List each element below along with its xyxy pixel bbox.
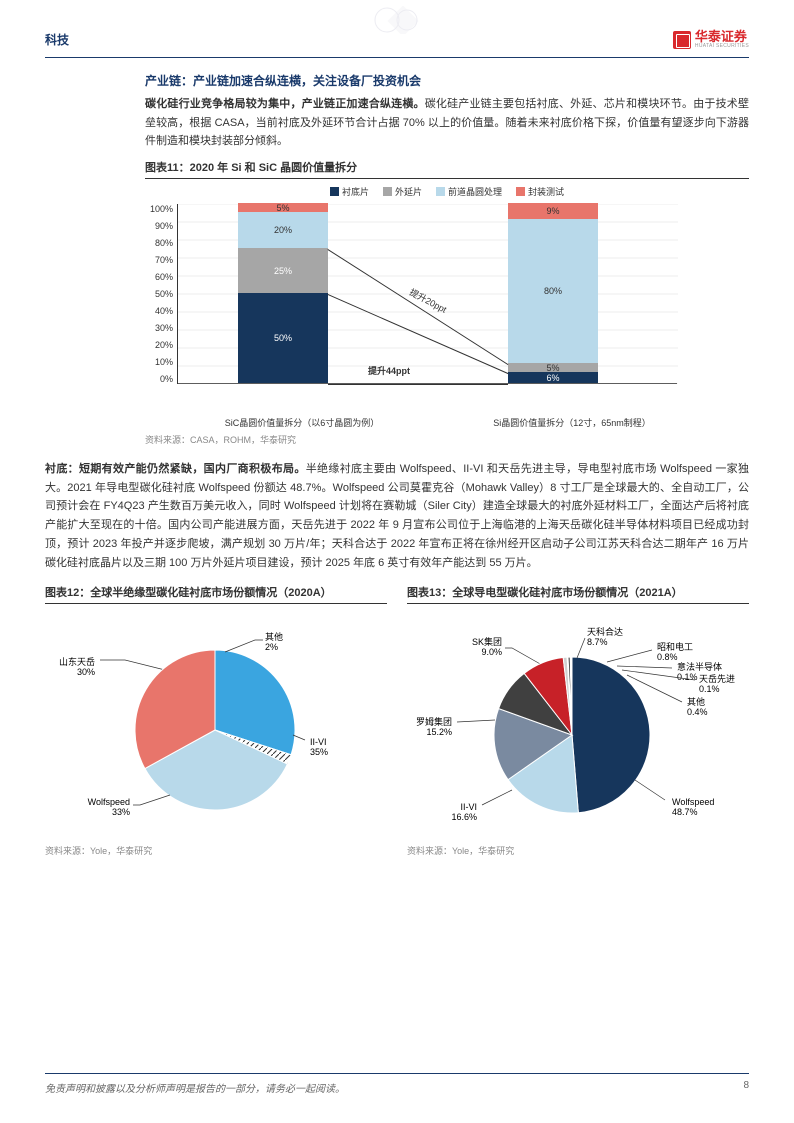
fig13-title: 图表13：全球导电型碳化硅衬底市场份额情况（2021A） — [407, 584, 749, 604]
fig11-plot: 50%25%20%5%6%5%80%9%提升44ppt提升20ppt — [177, 204, 677, 384]
footer-disclaimer: 免责声明和披露以及分析师声明是报告的一部分，请务必一起阅读。 — [45, 1080, 345, 1095]
pie-label: SK集团9.0% — [472, 636, 502, 657]
bar-group: 50%25%20%5% — [238, 203, 328, 383]
legend-item: 外延片 — [383, 185, 422, 198]
fig11-chart: 100%90%80%70%60%50%40%30%20%10%0% 50%25%… — [145, 204, 749, 414]
pie-label: II-VI35% — [310, 737, 328, 757]
bar-segment: 20% — [238, 212, 328, 248]
page-header: 科技 华泰证券 HUATAI SECURITIES — [45, 30, 749, 58]
section-title-1: 产业链：产业链加速合纵连横，关注设备厂投资机会 — [145, 72, 749, 89]
bar-group: 6%5%80%9% — [508, 203, 598, 383]
bar-segment: 80% — [508, 219, 598, 363]
fig12-source: 资料来源：Yole，华泰研究 — [45, 844, 387, 857]
fig11-yaxis: 100%90%80%70%60%50%40%30%20%10%0% — [145, 204, 177, 384]
fig11-xlabels: SiC晶圆价值量拆分（以6寸晶圆为例）Si晶圆价值量拆分（12寸，65nm制程） — [177, 416, 749, 429]
annot-44ppt: 提升44ppt — [368, 364, 410, 377]
header-category: 科技 — [45, 31, 69, 48]
para2-bold: 衬底：短期有效产能仍然紧缺，国内厂商积极布局。 — [45, 463, 306, 475]
fig12-chart: 山东天岳30% 其他2% II-VI35% Wolfspeed33% — [45, 610, 387, 840]
fig12-pie: 山东天岳30% 其他2% II-VI35% Wolfspeed33% — [45, 610, 385, 840]
section-1-para: 碳化硅行业竞争格局较为集中，产业链正加速合纵连横。碳化硅产业链主要包括衬底、外延… — [145, 95, 749, 151]
pie-label: II-VI16.6% — [451, 802, 477, 822]
pie-label: 昭和电工0.8% — [657, 641, 693, 662]
para2-rest: 半绝缘衬底主要由 Wolfspeed、II-VI 和天岳先进主导，导电型衬底市场… — [45, 463, 749, 568]
pie-label: 其他2% — [265, 631, 283, 652]
fig13-col: 图表13：全球导电型碳化硅衬底市场份额情况（2021A） Wolfspeed48… — [407, 584, 749, 857]
header-watermark — [337, 6, 457, 34]
bar-segment: 5% — [238, 203, 328, 212]
fig13-pie: Wolfspeed48.7% II-VI16.6% 罗姆集团15.2% SK集团9.0… — [407, 610, 747, 840]
fig11-source: 资料来源：CASA，ROHM，华泰研究 — [145, 433, 749, 446]
legend-item: 封装测试 — [516, 185, 564, 198]
pie-label: Wolfspeed48.7% — [672, 797, 714, 817]
section-2-para: 衬底：短期有效产能仍然紧缺，国内厂商积极布局。半绝缘衬底主要由 Wolfspee… — [45, 460, 749, 572]
brand-name: 华泰证券 — [695, 30, 749, 43]
legend-item: 衬底片 — [330, 185, 369, 198]
para1-bold: 碳化硅行业竞争格局较为集中，产业链正加速合纵连横。 — [145, 98, 425, 110]
brand-name-en: HUATAI SECURITIES — [695, 43, 749, 49]
bar-segment: 25% — [238, 248, 328, 293]
fig12-title: 图表12：全球半绝缘型碳化硅衬底市场份额情况（2020A） — [45, 584, 387, 604]
pie-label: 其他0.4% — [687, 696, 708, 717]
bar-segment: 5% — [508, 363, 598, 372]
legend-item: 前道晶圆处理 — [436, 185, 502, 198]
fig11-legend: 衬底片 外延片 前道晶圆处理 封装测试 — [145, 185, 749, 198]
bar-segment: 6% — [508, 372, 598, 383]
pie-label: Wolfspeed33% — [88, 797, 130, 817]
pie-label: 天科合达8.7% — [587, 626, 623, 647]
bar-segment: 9% — [508, 203, 598, 219]
footer-page: 8 — [743, 1080, 749, 1095]
fig-row-2: 图表12：全球半绝缘型碳化硅衬底市场份额情况（2020A） 山东天岳30% 其他2… — [45, 584, 749, 857]
fig12-col: 图表12：全球半绝缘型碳化硅衬底市场份额情况（2020A） 山东天岳30% 其他2… — [45, 584, 387, 857]
pie-label: 山东天岳30% — [59, 656, 95, 677]
pie-label: 罗姆集团15.2% — [416, 716, 452, 737]
pie-label: 天岳先进0.1% — [699, 673, 735, 694]
brand-logo: 华泰证券 HUATAI SECURITIES — [673, 30, 749, 49]
fig11-title: 图表11：2020 年 Si 和 SiC 晶圆价值量拆分 — [145, 159, 749, 179]
bar-segment: 50% — [238, 293, 328, 383]
fig13-source: 资料来源：Yole，华泰研究 — [407, 844, 749, 857]
page-footer: 免责声明和披露以及分析师声明是报告的一部分，请务必一起阅读。 8 — [45, 1073, 749, 1095]
logo-icon — [673, 31, 691, 49]
fig13-chart: Wolfspeed48.7% II-VI16.6% 罗姆集团15.2% SK集团9.0… — [407, 610, 749, 840]
